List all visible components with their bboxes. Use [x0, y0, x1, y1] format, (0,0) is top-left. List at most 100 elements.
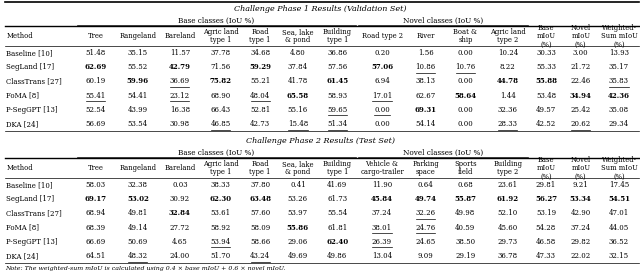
- Text: 63.48: 63.48: [249, 195, 271, 203]
- Text: ClassTrans [27]: ClassTrans [27]: [6, 78, 62, 86]
- Text: FoMA [8]: FoMA [8]: [6, 224, 40, 232]
- Text: 0.41: 0.41: [290, 181, 306, 189]
- Text: 37.78: 37.78: [211, 49, 231, 57]
- Text: 46.85: 46.85: [211, 120, 231, 128]
- Text: 15.48: 15.48: [288, 120, 308, 128]
- Text: 6.94: 6.94: [374, 78, 390, 86]
- Text: 55.52: 55.52: [128, 63, 148, 71]
- Text: Bareland: Bareland: [164, 164, 195, 172]
- Text: 37.24: 37.24: [372, 210, 392, 218]
- Text: 55.86: 55.86: [287, 224, 309, 232]
- Text: Note: The weighted-sum mIoU is calculated using 0.4 × base mIoU + 0.6 × novel mI: Note: The weighted-sum mIoU is calculate…: [5, 266, 285, 271]
- Text: 13.93: 13.93: [609, 49, 629, 57]
- Text: 51.70: 51.70: [211, 252, 231, 260]
- Text: 52.81: 52.81: [250, 106, 270, 114]
- Text: 37.84: 37.84: [288, 63, 308, 71]
- Text: 53.94: 53.94: [211, 238, 231, 246]
- Text: 9.09: 9.09: [418, 252, 433, 260]
- Text: Base classes (IoU %): Base classes (IoU %): [179, 149, 255, 157]
- Text: 30.98: 30.98: [170, 120, 190, 128]
- Text: Weighted-
Sum mIoU
(%): Weighted- Sum mIoU (%): [600, 156, 637, 180]
- Text: 11.57: 11.57: [170, 49, 190, 57]
- Text: Road
type 1: Road type 1: [250, 160, 271, 176]
- Text: 0.00: 0.00: [458, 120, 473, 128]
- Text: 44.05: 44.05: [609, 224, 629, 232]
- Text: P-SegGPT [13]: P-SegGPT [13]: [6, 106, 58, 114]
- Text: Rangeland: Rangeland: [119, 32, 156, 40]
- Text: 10.86: 10.86: [415, 63, 436, 71]
- Text: 69.31: 69.31: [415, 106, 436, 114]
- Text: 55.41: 55.41: [86, 92, 106, 100]
- Text: 59.96: 59.96: [127, 78, 149, 86]
- Text: 75.82: 75.82: [210, 78, 232, 86]
- Text: 69.17: 69.17: [84, 195, 107, 203]
- Text: 53.54: 53.54: [128, 120, 148, 128]
- Text: 36.69: 36.69: [170, 78, 190, 86]
- Text: 0.20: 0.20: [374, 49, 390, 57]
- Text: Challenge Phase 1 Results (Validation Set): Challenge Phase 1 Results (Validation Se…: [234, 5, 406, 13]
- Text: 24.00: 24.00: [170, 252, 190, 260]
- Text: 0.03: 0.03: [172, 181, 188, 189]
- Text: 32.15: 32.15: [609, 252, 629, 260]
- Text: 49.69: 49.69: [288, 252, 308, 260]
- Text: Building
type 2: Building type 2: [493, 160, 522, 176]
- Text: 68.39: 68.39: [86, 224, 106, 232]
- Text: 35.08: 35.08: [609, 106, 629, 114]
- Text: 55.33: 55.33: [536, 63, 556, 71]
- Text: 61.45: 61.45: [326, 78, 348, 86]
- Text: Sea, lake
& pond: Sea, lake & pond: [282, 160, 314, 176]
- Text: 44.78: 44.78: [497, 78, 519, 86]
- Text: 64.51: 64.51: [86, 252, 106, 260]
- Text: 53.34: 53.34: [570, 195, 591, 203]
- Text: 41.69: 41.69: [327, 181, 348, 189]
- Text: 42.73: 42.73: [250, 120, 270, 128]
- Text: 49.81: 49.81: [128, 210, 148, 218]
- Text: 0.00: 0.00: [458, 78, 473, 86]
- Text: 43.24: 43.24: [250, 252, 270, 260]
- Text: 52.10: 52.10: [498, 210, 518, 218]
- Text: Method: Method: [6, 32, 33, 40]
- Text: Sports
field: Sports field: [454, 160, 477, 176]
- Text: Novel
mIoU
(%): Novel mIoU (%): [571, 24, 591, 48]
- Text: 38.01: 38.01: [372, 224, 392, 232]
- Text: DKA [24]: DKA [24]: [6, 252, 38, 260]
- Text: 29.82: 29.82: [571, 238, 591, 246]
- Text: Sea, lake
& pond: Sea, lake & pond: [282, 28, 314, 44]
- Text: 13.04: 13.04: [372, 252, 392, 260]
- Text: 34.68: 34.68: [250, 49, 270, 57]
- Text: River: River: [417, 32, 435, 40]
- Text: 10.76: 10.76: [455, 63, 476, 71]
- Text: 65.58: 65.58: [287, 92, 309, 100]
- Text: Challenge Phase 2 Results (Test Set): Challenge Phase 2 Results (Test Set): [246, 137, 394, 145]
- Text: 48.32: 48.32: [128, 252, 148, 260]
- Text: 8.22: 8.22: [500, 63, 516, 71]
- Text: 48.04: 48.04: [250, 92, 270, 100]
- Text: 55.54: 55.54: [327, 210, 348, 218]
- Text: 42.90: 42.90: [571, 210, 591, 218]
- Text: 36.78: 36.78: [498, 252, 518, 260]
- Text: 17.45: 17.45: [609, 181, 629, 189]
- Text: 54.51: 54.51: [608, 195, 630, 203]
- Text: Base
mIoU
(%): Base mIoU (%): [536, 156, 556, 180]
- Text: 21.72: 21.72: [571, 63, 591, 71]
- Text: 34.94: 34.94: [570, 92, 591, 100]
- Text: 66.69: 66.69: [86, 238, 106, 246]
- Text: 53.26: 53.26: [288, 195, 308, 203]
- Text: Building
type 1: Building type 1: [323, 160, 352, 176]
- Text: 0.00: 0.00: [458, 49, 473, 57]
- Text: Baseline [10]: Baseline [10]: [6, 49, 53, 57]
- Text: 29.06: 29.06: [288, 238, 308, 246]
- Text: 53.02: 53.02: [127, 195, 148, 203]
- Text: 24.76: 24.76: [415, 224, 436, 232]
- Text: 50.69: 50.69: [128, 238, 148, 246]
- Text: 43.99: 43.99: [128, 106, 148, 114]
- Text: 1.44: 1.44: [500, 92, 516, 100]
- Text: 37.80: 37.80: [250, 181, 270, 189]
- Text: 56.69: 56.69: [86, 120, 106, 128]
- Text: 35.17: 35.17: [609, 63, 629, 71]
- Text: 23.61: 23.61: [498, 181, 518, 189]
- Text: 4.65: 4.65: [172, 238, 188, 246]
- Text: 53.48: 53.48: [536, 92, 556, 100]
- Text: 23.12: 23.12: [170, 92, 190, 100]
- Text: 62.30: 62.30: [210, 195, 232, 203]
